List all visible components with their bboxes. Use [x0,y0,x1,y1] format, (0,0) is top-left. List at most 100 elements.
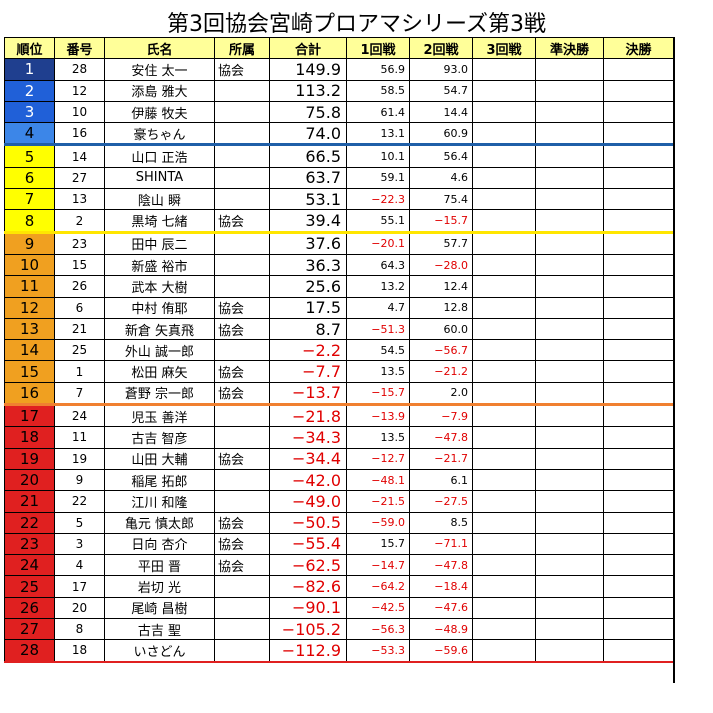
affiliation-cell: 協会 [214,447,270,470]
semifinal-cell [535,275,604,298]
affiliation-cell: 協会 [214,317,270,341]
round1-cell: 15.7 [346,532,410,556]
table-row: 3 10 伊藤 牧夫 75.8 61.4 14.4 [4,100,674,124]
final-cell [603,575,674,598]
final-cell [603,296,674,319]
semifinal-cell [535,122,604,147]
total-cell: 8.7 [269,317,347,341]
header-rank: 順位 [4,36,55,60]
affiliation-cell [214,122,270,147]
round3-cell [472,79,536,102]
semifinal-cell [535,58,604,81]
name-cell: 武本 大樹 [104,275,215,298]
table-row: 25 17 岩切 光 −82.6 −64.2 −18.4 [4,575,674,598]
round2-cell: −18.4 [409,575,473,598]
final-cell [603,596,674,620]
number-cell: 17 [54,575,105,598]
round2-cell: 14.4 [409,100,473,124]
table-row: 16 7 蒼野 宗一郎 協会 −13.7 −15.7 2.0 [4,381,674,407]
affiliation-cell [214,490,270,513]
table-row: 28 18 いさどん −112.9 −53.3 −59.6 [4,639,674,663]
number-cell: 6 [54,296,105,319]
final-cell [603,490,674,513]
round3-cell [472,468,536,492]
table-row: 4 16 豪ちゃん 74.0 13.1 60.9 [4,122,674,147]
number-cell: 24 [54,404,105,428]
rank-cell: 15 [4,360,55,383]
name-cell: 尾崎 昌樹 [104,596,215,620]
number-cell: 4 [54,554,105,577]
final-cell [603,231,674,255]
table-row: 24 4 平田 晋協会 −62.5 −14.7 −47.8 [4,554,674,577]
semifinal-cell [535,381,604,407]
round2-cell: −7.9 [409,404,473,428]
round2-cell: 60.9 [409,122,473,147]
round1-cell: 4.7 [346,296,410,319]
affiliation-cell [214,144,270,168]
affiliation-cell: 協会 [214,209,270,234]
table-row: 2 12 添島 雅大 113.2 58.5 54.7 [4,79,674,102]
round1-cell: −64.2 [346,575,410,598]
affiliation-cell [214,339,270,362]
semifinal-cell [535,554,604,577]
table-row: 13 21 新倉 矢真飛 協会 8.7 −51.3 60.0 [4,317,674,341]
rank-cell: 5 [4,144,55,168]
round1-cell: 55.1 [346,209,410,234]
name-cell: 児玉 善洋 [104,404,215,428]
number-cell: 15 [54,253,105,277]
name-cell: 江川 和隆 [104,490,215,513]
table-row: 19 19 山田 大輔 協会 −34.4 −12.7 −21.7 [4,447,674,470]
round3-cell [472,144,536,168]
number-cell: 26 [54,275,105,298]
semifinal-cell [535,339,604,362]
semifinal-cell [535,166,604,190]
affiliation-cell: 協会 [214,554,270,577]
name-cell: 豪ちゃん [104,122,215,147]
round1-cell: 13.1 [346,122,410,147]
affiliation-cell [214,575,270,598]
total-cell: −34.3 [269,426,347,449]
round1-cell: 13.2 [346,275,410,298]
total-cell: 25.6 [269,275,347,298]
round2-cell: −47.8 [409,426,473,449]
number-cell: 5 [54,511,105,534]
semifinal-cell [535,575,604,598]
affiliation-cell: 協会 [214,381,270,407]
rank-cell: 25 [4,575,55,598]
name-cell: いさどん [104,639,215,663]
final-cell [603,532,674,556]
final-cell [603,468,674,492]
final-cell [603,511,674,534]
final-cell [603,188,674,211]
final-cell [603,426,674,449]
round2-cell: −27.5 [409,490,473,513]
semifinal-cell [535,618,604,641]
final-cell [603,447,674,470]
round1-cell: −53.3 [346,639,410,663]
round1-cell: 58.5 [346,79,410,102]
name-cell: 平田 晋 [104,554,215,577]
total-cell: −49.0 [269,490,347,513]
total-cell: 36.3 [269,253,347,277]
round3-cell [472,275,536,298]
total-cell: −90.1 [269,596,347,620]
round2-cell: 93.0 [409,58,473,81]
affiliation-cell [214,426,270,449]
name-cell: 古吉 聖 [104,618,215,641]
semifinal-cell [535,360,604,383]
semifinal-cell [535,596,604,620]
affiliation-cell [214,100,270,124]
final-cell [603,79,674,102]
final-cell [603,275,674,298]
round3-cell [472,209,536,234]
name-cell: 陰山 瞬 [104,188,215,211]
semifinal-cell [535,532,604,556]
number-cell: 1 [54,360,105,383]
round1-cell: 64.3 [346,253,410,277]
affiliation-cell: 協会 [214,511,270,534]
total-cell: −34.4 [269,447,347,470]
final-cell [603,166,674,190]
round1-cell: 54.5 [346,339,410,362]
header-affiliation: 所属 [214,36,270,60]
header-round2: 2回戦 [409,36,473,60]
